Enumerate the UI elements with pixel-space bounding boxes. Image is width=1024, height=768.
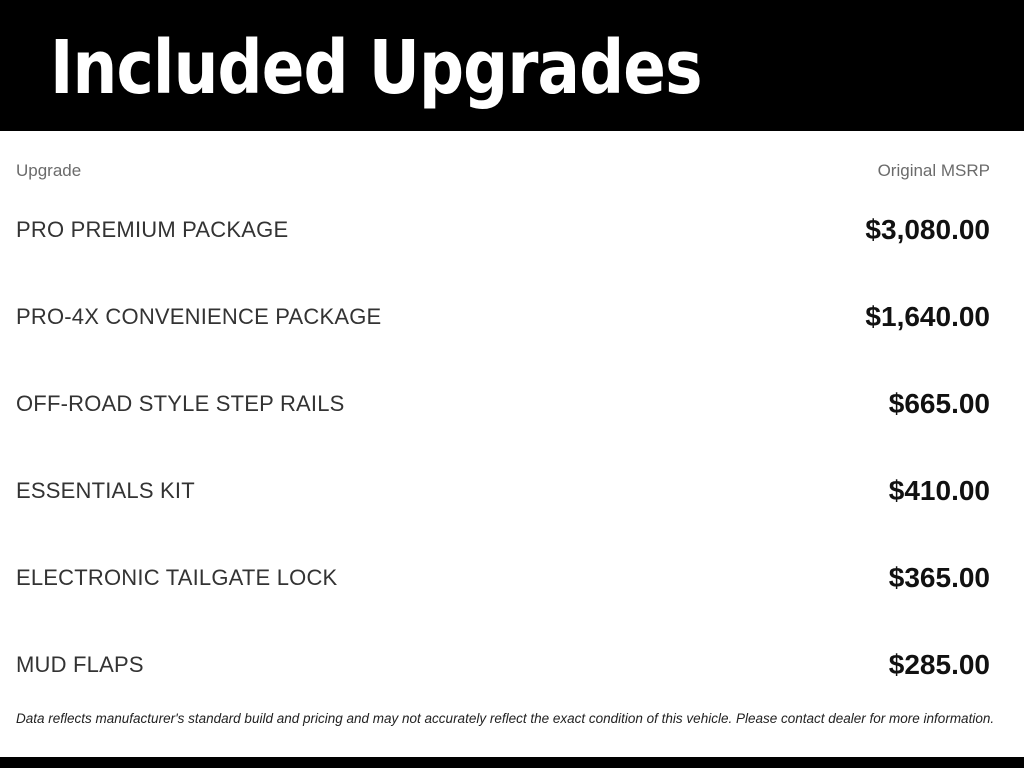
table-rows: PRO PREMIUM PACKAGE $3,080.00 PRO-4X CON…	[16, 186, 990, 708]
column-header-upgrade: Upgrade	[16, 161, 82, 180]
upgrade-price: $3,080.00	[865, 213, 990, 245]
upgrade-name: PRO-4X CONVENIENCE PACKAGE	[16, 303, 382, 329]
upgrade-price: $365.00	[888, 561, 990, 593]
table-row: MUD FLAPS $285.00	[16, 621, 990, 708]
page-title: Included Upgrades	[50, 24, 703, 111]
table-row: PRO-4X CONVENIENCE PACKAGE $1,640.00	[16, 273, 990, 360]
table-row: PRO PREMIUM PACKAGE $3,080.00	[16, 186, 990, 273]
upgrade-name: ELECTRONIC TAILGATE LOCK	[16, 564, 338, 590]
upgrade-price: $410.00	[888, 474, 990, 506]
upgrade-price: $285.00	[888, 648, 990, 680]
table-column-headers: Upgrade Original MSRP	[16, 162, 990, 179]
upgrade-name: ESSENTIALS KIT	[16, 477, 195, 503]
table-row: OFF-ROAD STYLE STEP RAILS $665.00	[16, 360, 990, 447]
upgrade-name: PRO PREMIUM PACKAGE	[16, 216, 289, 242]
column-header-msrp: Original MSRP	[877, 161, 990, 180]
upgrade-name: OFF-ROAD STYLE STEP RAILS	[16, 390, 345, 416]
table-row: ESSENTIALS KIT $410.00	[16, 447, 990, 534]
upgrade-name: MUD FLAPS	[16, 651, 144, 677]
disclaimer-text: Data reflects manufacturer's standard bu…	[16, 711, 995, 726]
upgrade-price: $665.00	[888, 387, 990, 419]
header-banner: Included Upgrades	[0, 0, 1024, 131]
upgrade-price: $1,640.00	[865, 300, 990, 332]
footer-banner	[0, 757, 1024, 768]
upgrades-table: Upgrade Original MSRP PRO PREMIUM PACKAG…	[0, 162, 1024, 727]
table-row: ELECTRONIC TAILGATE LOCK $365.00	[16, 534, 990, 621]
